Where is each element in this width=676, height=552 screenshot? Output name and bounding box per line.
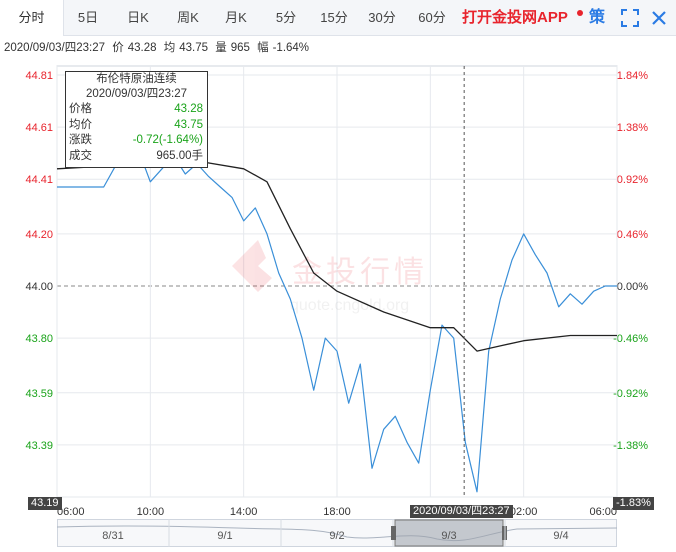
price-label: 价	[112, 42, 124, 54]
watermark-emblem	[232, 240, 272, 292]
average-price-line	[56, 160, 617, 352]
x-tick-label: 10:00	[137, 506, 165, 518]
x-tick-label: 06:00	[57, 506, 85, 518]
tooltip-value: 965.00手	[156, 149, 203, 162]
navigator-day-label: 9/1	[217, 530, 232, 542]
fullscreen-icon[interactable]	[620, 8, 640, 28]
tooltip-datetime: 2020/09/03/四23:27	[85, 88, 188, 100]
tooltip-label: 价格	[69, 103, 92, 115]
tooltip-value: 43.28	[174, 103, 203, 115]
tooltip-row-avg: 均价 43.75	[66, 118, 207, 134]
y-tick-label-left: 43.80	[25, 333, 53, 345]
y-tick-label-right: 1.84%	[617, 70, 648, 82]
x-tick-label: 02:00	[510, 506, 538, 518]
y-tick-label-right: 0.46%	[617, 229, 648, 241]
tab-5-min[interactable]: 5分	[275, 10, 297, 25]
tab-5-day[interactable]: 5日	[77, 10, 99, 25]
y-tick-label-right: -1.38%	[613, 440, 648, 452]
price-value: 43.28	[127, 42, 157, 54]
y-tick-label-right: 1.38%	[617, 122, 648, 134]
close-icon[interactable]	[649, 8, 669, 28]
tooltip-value: 43.75	[174, 118, 203, 131]
tooltip-title: 布伦特原油连续	[96, 73, 177, 85]
navigator-selected-range	[394, 519, 504, 547]
tab-monthly-k[interactable]: 月K	[225, 10, 247, 25]
tab-weekly-k[interactable]: 周K	[177, 10, 199, 25]
y-tick-label-right: -0.92%	[613, 388, 648, 400]
watermark-brand: 金投行情	[292, 255, 428, 290]
notification-dot	[577, 10, 583, 16]
right-edge-percent-badge: -1.83%	[613, 497, 654, 510]
navigator-day-label: 8/31	[102, 530, 123, 542]
y-tick-label-left: 44.41	[25, 174, 53, 186]
tab-daily-k[interactable]: 日K	[127, 10, 149, 25]
y-tick-label-left: 43.39	[25, 440, 53, 452]
volume-label: 量	[215, 42, 227, 54]
x-tick-label: 18:00	[323, 506, 351, 518]
avg-label: 均	[163, 42, 176, 54]
quote-datetime: 2020/09/03/四23:27	[4, 42, 106, 54]
change-label: 幅	[257, 42, 269, 54]
navigator-day-label: 9/4	[553, 530, 568, 542]
tooltip-row-change: 涨跌 -0.72(-1.64%)	[66, 133, 207, 149]
x-tick-label: 06:00	[589, 506, 617, 518]
watermark-url: quote.cngold.org	[290, 297, 409, 314]
period-tab-bar: 分时 5日 日K 周K 月K 5分 15分 30分 60分 打开金投网APP 策	[0, 0, 676, 36]
navigator-handle-left	[391, 526, 396, 540]
navigator-day-label: 9/3	[441, 530, 456, 542]
strategy-button[interactable]: 策	[589, 9, 606, 26]
open-app-link[interactable]: 打开金投网APP	[462, 9, 568, 26]
x-tick-label: 14:00	[230, 506, 258, 518]
quote-summary-line: 2020/09/03/四23:27 价 43.28 均 43.75 量 965 幅 -1…	[4, 38, 313, 58]
navigator-day-label: 9/2	[329, 530, 344, 542]
tab-15-min[interactable]: 15分	[320, 10, 348, 25]
y-tick-label-left: 44.20	[25, 229, 53, 241]
tooltip-label: 涨跌	[69, 134, 92, 146]
time-range-navigator[interactable]: 8/31 9/1 9/2 9/3 9/4	[57, 519, 617, 547]
tab-30-min[interactable]: 30分	[368, 10, 396, 25]
tooltip-label: 均价	[69, 118, 92, 131]
y-tick-label-left: 44.00	[25, 281, 53, 293]
tab-intraday[interactable]: 分时	[0, 0, 64, 36]
y-tick-label-left: 44.61	[25, 122, 53, 134]
volume-value: 965	[230, 42, 250, 54]
y-tick-label-left: 44.81	[25, 70, 53, 82]
avg-value: 43.75	[179, 42, 208, 54]
tooltip-row-price: 价格 43.28	[66, 102, 207, 118]
y-tick-label-right: 0.00%	[617, 281, 648, 293]
change-value: -1.64%	[272, 42, 310, 54]
tab-60-min[interactable]: 60分	[418, 10, 446, 25]
tooltip-label: 成交	[69, 149, 92, 162]
navigator-frame	[57, 519, 617, 547]
tooltip-row-volume: 成交 965.00手	[66, 149, 207, 165]
left-edge-price-badge: 43.19	[28, 497, 62, 510]
crosshair-tooltip: 布伦特原油连续 2020/09/03/四23:27 价格 43.28 均价 43…	[65, 71, 208, 168]
crosshair-time-badge: 2020/09/03/四23:27	[410, 505, 513, 518]
tooltip-value: -0.72(-1.64%)	[132, 134, 203, 146]
y-tick-label-right: -0.46%	[613, 333, 648, 345]
y-tick-label-right: 0.92%	[617, 174, 648, 186]
y-tick-label-left: 43.59	[25, 388, 53, 400]
